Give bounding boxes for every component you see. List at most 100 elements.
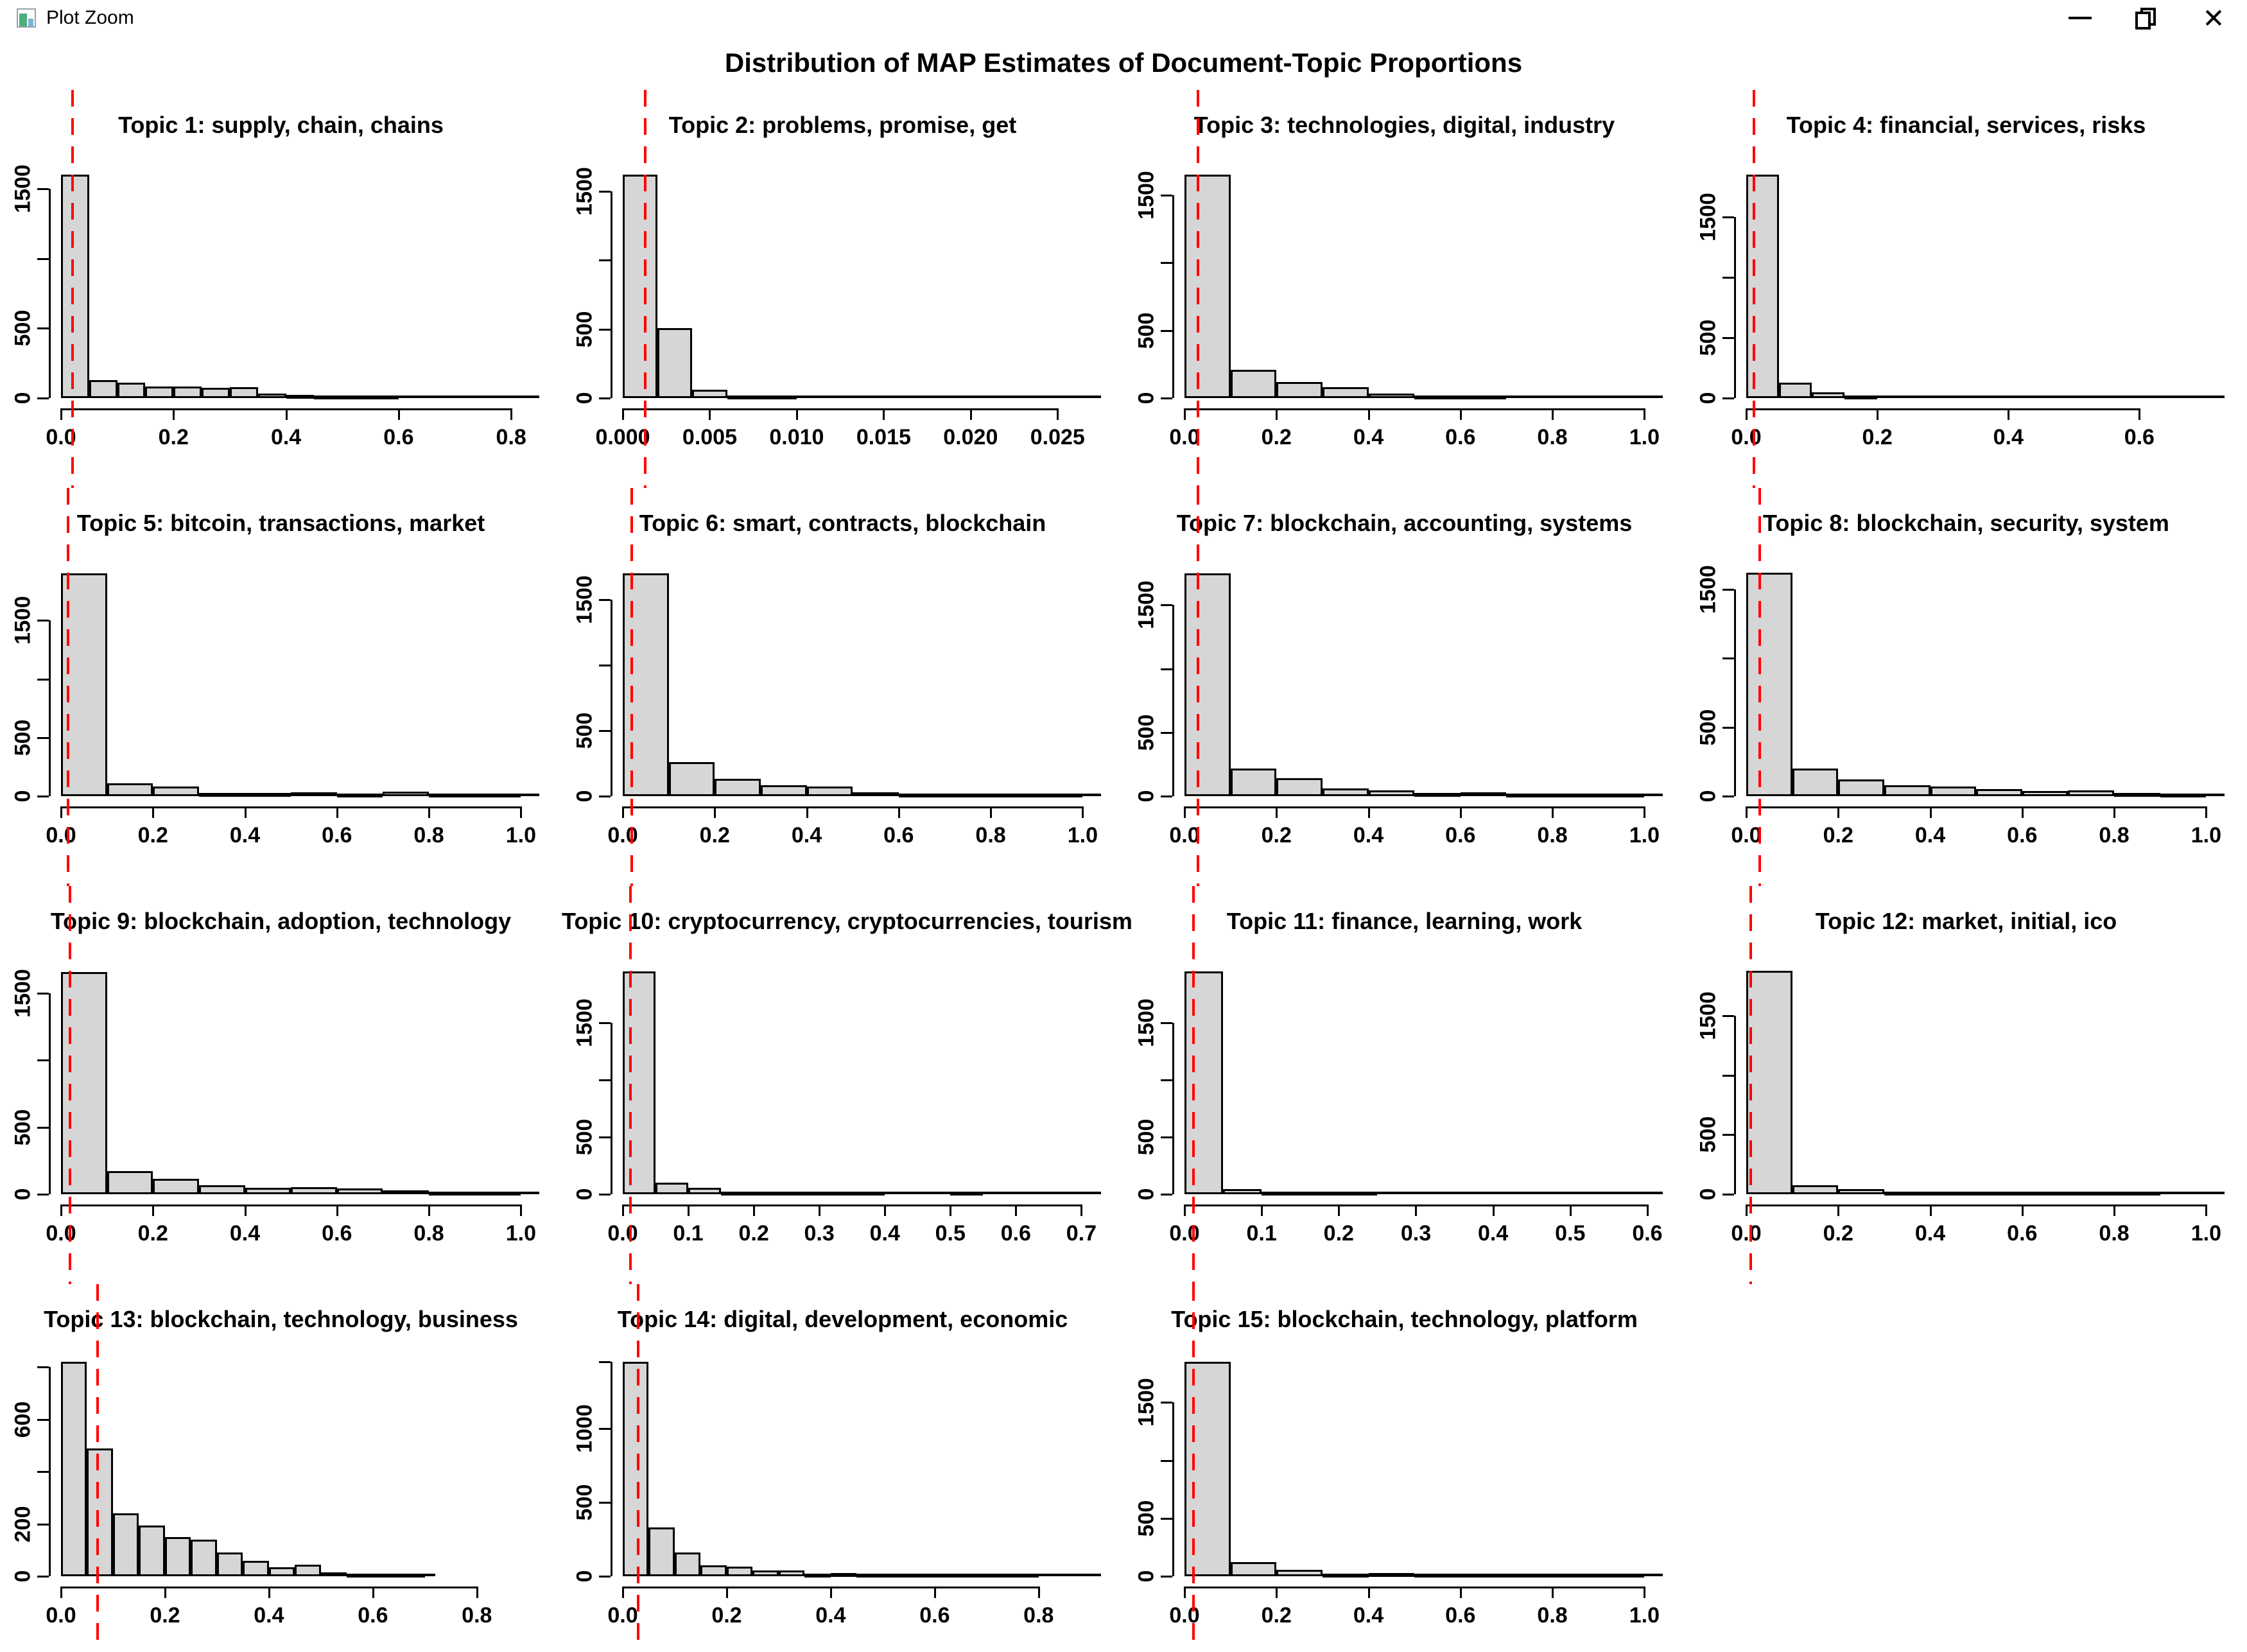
histogram-bar [229,387,258,398]
y-tick-label: 500 [10,1109,35,1146]
x-tick [1644,806,1646,818]
histogram-panel-topic-7: Topic 7: blockchain, accounting, systems… [1124,488,1685,886]
histogram-bar [1012,1574,1039,1578]
y-tick [599,665,611,667]
histogram-bar [856,1574,883,1578]
x-tick-label: 0.2 [1261,823,1292,848]
histogram-bar [342,396,371,399]
y-tick [37,327,49,330]
y-tick-label: 500 [572,1484,597,1521]
y-tick-label: 500 [1134,312,1159,349]
histogram-bar [314,396,343,399]
histogram-bar [1976,789,2022,796]
histogram-panel-topic-6: Topic 6: smart, contracts, blockchain 0 50… [562,488,1124,886]
histogram-bar [145,386,174,398]
histogram-bar [153,787,199,796]
x-tick-label: 0.5 [935,1221,966,1246]
histogram-bar [760,785,807,796]
y-tick-label: 1500 [572,998,597,1047]
y-tick-label: 0 [572,392,597,404]
histogram-bar [429,794,475,797]
y-tick [1161,796,1172,797]
y-tick-label: 500 [1696,319,1721,356]
histogram-bar [1230,769,1277,796]
x-axis [623,1204,1082,1206]
histogram-bar [1746,970,1792,1194]
y-tick [1161,329,1172,332]
x-axis [1746,408,2140,410]
x-tick [1552,806,1554,818]
histogram-bar [2022,791,2069,796]
panel-title: Topic 3: technologies, digital, industry [1193,112,1615,138]
y-tick-label: 500 [10,309,35,347]
x-tick-label: 0.025 [1030,425,1085,449]
minimize-button[interactable] [2047,0,2113,36]
panel-title: Topic 9: blockchain, adoption, technolog… [50,908,512,934]
x-tick [1276,806,1278,818]
histogram-bar [2068,1192,2115,1196]
zero-baseline [1746,396,2225,398]
restore-button[interactable] [2113,0,2180,36]
x-tick [2139,408,2141,420]
histogram-bar [243,1560,269,1576]
threshold-line [1192,1284,1195,1647]
x-tick [2021,1204,2024,1216]
close-button[interactable]: ✕ [2202,3,2225,33]
y-tick-label: 500 [1134,1500,1159,1537]
x-tick-label: 0.8 [2099,1221,2130,1246]
x-tick [336,806,338,818]
x-tick-label: 0.0 [1731,425,1762,449]
y-axis [49,620,51,796]
x-tick-label: 0.8 [413,823,444,848]
histogram-bar [107,1170,153,1194]
threshold-line [1197,90,1200,488]
x-tick [884,1204,887,1216]
y-axis [1734,589,1736,796]
histogram-bar [1184,1362,1231,1576]
x-tick-label: 0.3 [804,1221,835,1246]
histogram-bar [1460,396,1507,399]
x-tick [933,1587,936,1598]
x-tick [1569,1204,1572,1216]
y-tick-label: 1500 [1696,991,1721,1040]
y-tick-label: 1500 [1134,170,1159,220]
x-tick-label: 1.0 [505,823,536,848]
x-tick [60,408,62,420]
y-tick [1161,731,1172,734]
x-tick [510,408,513,420]
x-tick-label: 0.2 [1862,425,1893,449]
histogram-bar [1779,382,1812,398]
x-tick [1415,1204,1418,1216]
x-tick-label: 0.2 [137,1221,168,1246]
histogram-bar [173,386,202,398]
x-tick-label: 0.8 [975,823,1006,848]
minimize-icon [2069,17,2092,19]
threshold-line [1753,90,1756,488]
panel-title: Topic 1: supply, chain, chains [118,112,444,138]
x-tick-label: 0.8 [462,1603,492,1628]
x-tick-label: 0.4 [270,425,302,449]
y-tick [37,620,49,622]
x-tick-label: 0.8 [1023,1603,1054,1628]
x-tick [795,408,798,420]
y-tick [1722,276,1734,279]
y-tick-label: 500 [572,1118,597,1156]
app-icon [17,8,36,28]
x-tick-label: 0.8 [496,425,526,449]
histogram-grid: Topic 1: supply, chain, chains 0 500 1500 0.… [0,90,2247,1647]
x-tick [714,806,716,818]
y-tick-label: 500 [1134,714,1159,751]
y-tick [1161,1576,1172,1578]
histogram-bar [1262,1192,1301,1196]
histogram-bar [986,1574,1013,1578]
x-tick [60,806,62,818]
histogram-bar [1460,1574,1507,1578]
histogram-bar [1276,1570,1323,1576]
threshold-line [1192,886,1195,1284]
histogram-bar [1036,794,1083,797]
y-tick [37,1523,49,1526]
y-tick [37,257,49,260]
x-axis [61,1204,521,1206]
x-tick-label: 0.0 [607,1221,638,1246]
histogram-bar [61,175,89,398]
